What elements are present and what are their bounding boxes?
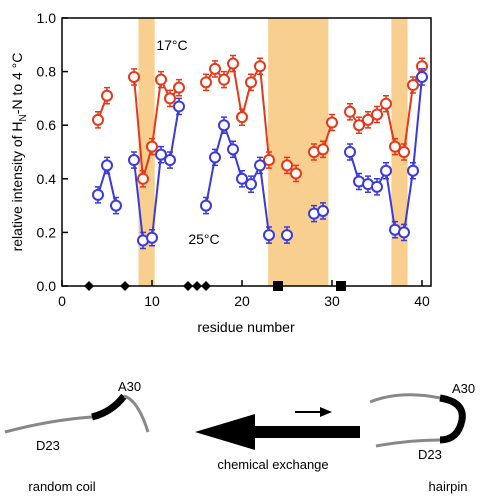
- y-label-part: -N to 4 °C: [9, 53, 25, 115]
- residue-marker: [120, 281, 130, 291]
- x-tick-label: 10: [144, 293, 160, 309]
- data-point: [209, 151, 221, 164]
- data-point: [344, 146, 356, 158]
- data-point: [200, 199, 212, 212]
- hairpin-strand: [369, 393, 441, 404]
- data-point: [344, 105, 356, 118]
- data-point: [146, 231, 158, 244]
- hairpin-turn: [439, 394, 466, 444]
- series-line: [97, 60, 423, 180]
- data-point: [263, 154, 275, 167]
- coil-strand: [4, 415, 93, 434]
- data-point: [317, 143, 329, 156]
- label: D23: [36, 438, 60, 453]
- data-point: [371, 180, 383, 193]
- residue-marker: [336, 281, 346, 291]
- data-point: [407, 164, 419, 177]
- label: A30: [118, 379, 141, 394]
- data-point: [101, 159, 113, 172]
- data-point: [290, 167, 302, 180]
- y-tick-label: 0.4: [37, 171, 57, 187]
- label: D23: [418, 447, 442, 462]
- residue-marker: [201, 281, 211, 291]
- data-point: [209, 62, 221, 75]
- data-point: [317, 204, 329, 217]
- x-tick-label: 0: [58, 293, 66, 309]
- data-point: [146, 140, 158, 153]
- data-point: [218, 119, 230, 132]
- data-point: [164, 154, 176, 167]
- data-point: [128, 70, 140, 83]
- coil-segment: [91, 393, 127, 421]
- highlight-band: [138, 18, 155, 286]
- hairpin-strand: [375, 438, 441, 448]
- residue-marker: [84, 281, 94, 291]
- label: chemical exchange: [217, 457, 328, 472]
- data-point: [389, 140, 401, 153]
- x-tick-label: 30: [324, 293, 340, 309]
- x-tick-label: 20: [234, 293, 250, 309]
- data-point: [101, 89, 113, 102]
- series-label: 25°C: [188, 231, 219, 247]
- data-point: [353, 119, 365, 132]
- residue-marker: [183, 281, 193, 291]
- series-label: 17°C: [156, 37, 187, 53]
- data-point: [137, 172, 149, 185]
- y-tick-label: 0.8: [37, 64, 57, 80]
- data-point: [263, 229, 275, 242]
- data-point: [245, 178, 257, 191]
- scheme: A30 D23 A30 D23 chemical exchange random…: [4, 379, 475, 494]
- y-tick-label: 1.0: [37, 10, 57, 26]
- data-point: [110, 199, 122, 212]
- data-point: [326, 116, 338, 129]
- y-axis-label: relative intensity of HN-N to 4 °C: [9, 53, 29, 252]
- data-point: [371, 108, 383, 121]
- data-point: [92, 188, 104, 201]
- label: random coil: [28, 479, 95, 494]
- data-point: [380, 164, 392, 177]
- y-tick-label: 0.0: [37, 278, 57, 294]
- data-point: [245, 76, 257, 89]
- data-point: [173, 81, 185, 94]
- y-label-sub: N: [18, 114, 29, 121]
- data-point: [155, 148, 167, 161]
- data-point: [254, 159, 266, 172]
- residue-marker: [192, 281, 202, 291]
- y-tick-label: 0.6: [37, 117, 57, 133]
- data-point: [254, 60, 266, 73]
- data-point: [200, 76, 212, 89]
- plot-frame: [61, 17, 432, 287]
- data-point: [416, 70, 428, 83]
- coil-strand: [123, 394, 150, 433]
- residue-marker: [273, 281, 283, 291]
- exchange-arrow: [195, 414, 360, 450]
- data-point: [227, 143, 239, 156]
- data-point: [128, 154, 140, 167]
- data-point: [155, 73, 167, 86]
- data-point: [398, 226, 410, 239]
- data-point: [236, 111, 248, 124]
- exchange-arrow-head: [320, 407, 332, 417]
- data-point: [164, 92, 176, 105]
- plot: 0.0 0.2 0.4 0.6 0.8 1.0 0 10 20 30 40 17°C 25°C: [37, 10, 432, 309]
- data-point: [236, 172, 248, 185]
- x-axis-label: residue number: [197, 319, 295, 335]
- data-point: [227, 57, 239, 70]
- data-point: [281, 229, 293, 242]
- y-label-part: relative intensity of H: [9, 121, 25, 251]
- data-point: [362, 113, 374, 126]
- label: A30: [452, 381, 475, 396]
- data-point: [92, 113, 104, 126]
- data-point: [173, 100, 185, 113]
- data-point: [281, 159, 293, 172]
- data-point: [218, 73, 230, 86]
- data-point: [407, 79, 419, 91]
- x-tick-label: 40: [414, 293, 430, 309]
- label: hairpin: [428, 479, 467, 494]
- data-point: [398, 146, 410, 158]
- data-point: [380, 97, 392, 110]
- y-tick-label: 0.2: [37, 224, 57, 240]
